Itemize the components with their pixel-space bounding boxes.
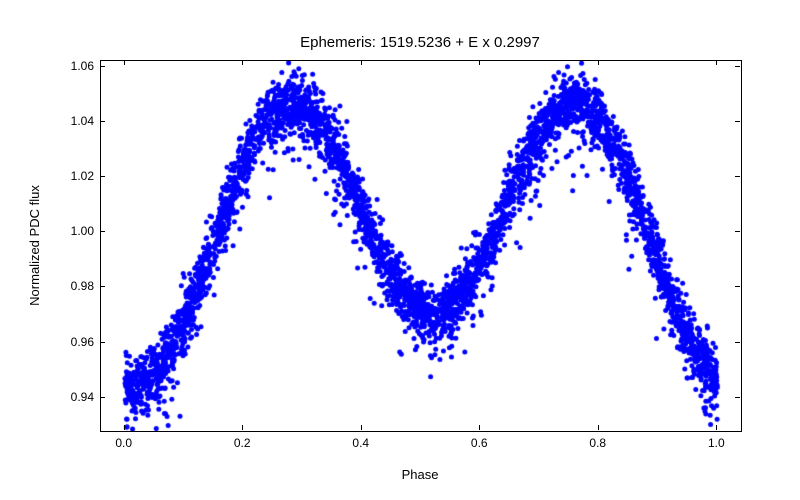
ytick-mark <box>735 176 740 177</box>
ytick-label: 0.96 <box>58 335 94 349</box>
ytick-mark <box>735 342 740 343</box>
ytick-label: 1.06 <box>58 59 94 73</box>
ytick-label: 1.04 <box>58 114 94 128</box>
ytick-mark <box>735 286 740 287</box>
xtick-label: 1.0 <box>708 436 725 450</box>
xtick-mark <box>361 60 362 65</box>
ytick-label: 1.00 <box>58 224 94 238</box>
xtick-mark <box>124 425 125 430</box>
xtick-label: 0.2 <box>234 436 251 450</box>
xtick-label: 0.8 <box>589 436 606 450</box>
ytick-mark <box>735 397 740 398</box>
xtick-mark <box>716 425 717 430</box>
chart-title: Ephemeris: 1519.5236 + E x 0.2997 <box>100 34 740 51</box>
ytick-mark <box>735 66 740 67</box>
ytick-mark <box>100 286 105 287</box>
xtick-mark <box>242 425 243 430</box>
plot-area <box>100 60 742 432</box>
xtick-label: 0.4 <box>352 436 369 450</box>
y-axis-label: Normalized PDC flux <box>24 60 44 430</box>
xtick-mark <box>598 425 599 430</box>
xtick-mark <box>124 60 125 65</box>
ytick-mark <box>735 121 740 122</box>
ytick-label: 1.02 <box>58 169 94 183</box>
xtick-label: 0.0 <box>115 436 132 450</box>
xtick-mark <box>242 60 243 65</box>
ytick-mark <box>100 121 105 122</box>
xtick-mark <box>479 60 480 65</box>
xtick-mark <box>361 425 362 430</box>
ytick-mark <box>100 231 105 232</box>
x-axis-label: Phase <box>100 467 740 482</box>
ytick-mark <box>100 397 105 398</box>
ytick-mark <box>100 66 105 67</box>
figure: Ephemeris: 1519.5236 + E x 0.2997 Normal… <box>0 0 800 500</box>
ytick-mark <box>735 231 740 232</box>
xtick-label: 0.6 <box>471 436 488 450</box>
ytick-mark <box>100 342 105 343</box>
ytick-label: 0.98 <box>58 279 94 293</box>
xtick-mark <box>479 425 480 430</box>
xtick-mark <box>598 60 599 65</box>
scatter-canvas <box>101 61 741 431</box>
ytick-label: 0.94 <box>58 390 94 404</box>
xtick-mark <box>716 60 717 65</box>
ytick-mark <box>100 176 105 177</box>
